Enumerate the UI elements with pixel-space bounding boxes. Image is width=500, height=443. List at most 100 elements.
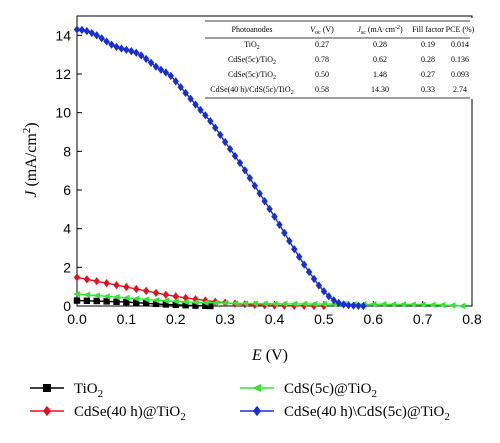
data-point (300, 260, 308, 269)
data-point (202, 111, 209, 120)
y-tick-label: 0 (63, 298, 71, 314)
data-point (177, 82, 184, 92)
data-point (290, 300, 298, 308)
series-3 (73, 25, 367, 311)
data-point (369, 301, 377, 308)
y-tick-label: 6 (63, 182, 71, 198)
legend-marker (253, 405, 261, 417)
data-point (157, 65, 165, 74)
data-point (320, 301, 328, 311)
table-cell-anode: TiO2 (244, 40, 260, 51)
data-point (123, 298, 130, 306)
legend-marker (43, 384, 51, 392)
data-point (167, 71, 175, 81)
data-point (73, 290, 81, 298)
x-tick-label: 0.2 (166, 311, 186, 327)
data-point (256, 189, 263, 198)
data-point (103, 37, 110, 46)
data-point (162, 68, 170, 77)
y-tick-label: 10 (55, 105, 71, 121)
data-point (128, 47, 135, 56)
table-cell-pce: 2.74 (453, 85, 467, 94)
table-cell-jsc: 0.62 (373, 55, 387, 64)
data-point (276, 220, 283, 229)
series-line (76, 293, 463, 307)
data-point (142, 300, 150, 307)
table-header: Jsc (mA·cm-2) (357, 25, 403, 36)
x-tick-label: 0.5 (314, 311, 334, 327)
data-point (221, 299, 229, 307)
data-point (340, 300, 347, 309)
data-point (320, 300, 328, 308)
data-point (132, 295, 140, 302)
data-point (133, 48, 140, 57)
data-point (320, 287, 328, 296)
table-cell-pce: 0.093 (451, 70, 469, 79)
x-axis-title: E (V) (251, 347, 288, 364)
data-point (152, 297, 160, 304)
data-point (266, 204, 273, 214)
data-point (330, 296, 337, 305)
data-point (78, 25, 86, 35)
data-point (389, 301, 397, 308)
data-point (181, 298, 189, 306)
x-axis: 0.0 0.1 0.2 0.3 0.4 0.5 0.6 0.7 0.8 (67, 301, 482, 327)
data-point (408, 301, 416, 308)
legend-item-0: TiO2 (30, 381, 103, 400)
y-axis-title: J (mA/cm2) (21, 122, 40, 197)
data-point (182, 88, 189, 98)
y-tick-label: 4 (63, 221, 71, 237)
data-point (270, 300, 278, 307)
y-tick-label: 8 (63, 143, 71, 159)
data-point (221, 137, 229, 147)
x-tick-label: 0.1 (117, 311, 137, 327)
table-cell-jsc: 0.28 (373, 40, 387, 49)
data-point (93, 277, 100, 286)
table-cell-voc: 0.50 (315, 70, 329, 79)
data-point (73, 297, 81, 304)
data-point (93, 31, 100, 40)
legend-label: CdS(5c)@TiO2 (284, 381, 377, 400)
data-point (122, 294, 130, 302)
data-point (216, 130, 224, 140)
data-point (280, 300, 288, 308)
table-header: Fill factor (412, 25, 444, 34)
data-point (113, 298, 120, 305)
data-point (162, 301, 170, 308)
data-point (271, 212, 278, 221)
data-point (172, 77, 179, 86)
data-point (355, 301, 362, 310)
y-tick-label: 14 (55, 27, 71, 43)
table-cell-ff: 0.33 (421, 85, 435, 94)
data-point (360, 301, 367, 311)
data-point (112, 293, 120, 301)
table-cell-anode: CdSe(5c)/TiO2 (228, 70, 276, 81)
table-cell-voc: 0.27 (315, 40, 329, 49)
data-point (207, 302, 214, 310)
data-point (197, 105, 204, 115)
data-point (182, 302, 189, 309)
data-point (241, 166, 249, 175)
data-point (118, 44, 125, 53)
data-point (171, 298, 179, 305)
data-point (325, 292, 333, 301)
data-point (428, 301, 436, 309)
data-point (133, 299, 140, 306)
data-point (260, 300, 268, 307)
x-tick-label: 0.3 (215, 311, 235, 327)
data-point (231, 300, 239, 307)
x-tick-label: 0.8 (462, 311, 482, 327)
data-point (73, 273, 81, 282)
data-point (142, 54, 150, 64)
y-axis: 0 2 4 6 8 10 12 14 (55, 27, 82, 314)
series-0 (73, 297, 214, 310)
data-point (350, 301, 357, 310)
table-cell-anode: CdSe(40 h)/CdS(5c)/TiO2 (210, 85, 293, 96)
table-background (203, 18, 473, 99)
data-point (211, 299, 219, 307)
data-point (192, 302, 199, 309)
data-point (92, 292, 100, 299)
data-point (142, 286, 150, 296)
table-cell-ff: 0.28 (421, 55, 435, 64)
data-point (192, 100, 199, 109)
